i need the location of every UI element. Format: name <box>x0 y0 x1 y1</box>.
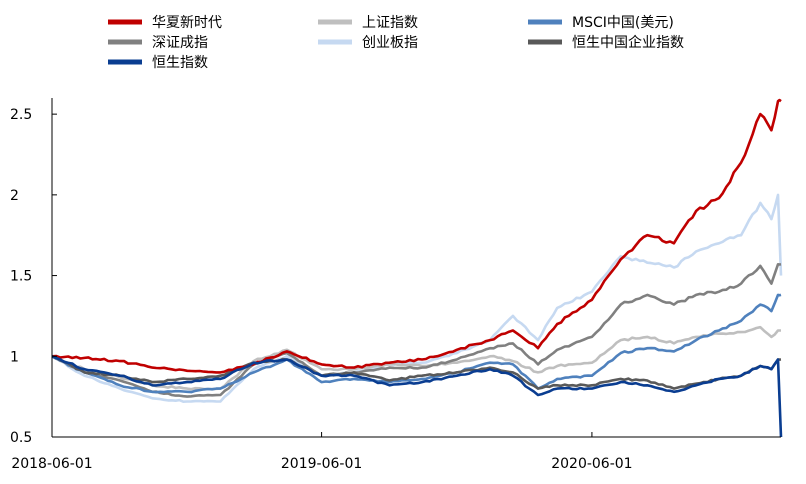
y-tick-label: 0.5 <box>10 430 32 446</box>
series-line-4 <box>51 193 783 403</box>
axes: 0.5 1 1.5 2 2.5 2018-06-01 2019-06-01 2020-06-0… <box>10 98 781 472</box>
legend-label-0: 华夏新时代 <box>152 15 222 31</box>
legend-label-1: 上证指数 <box>362 15 418 31</box>
x-tick-label: 2019-06-01 <box>281 456 362 472</box>
series-line-3 <box>51 263 782 398</box>
series-line-5 <box>51 355 782 390</box>
x-tick-label: 2018-06-01 <box>11 456 92 472</box>
legend-label-3: 深证成指 <box>152 35 208 51</box>
legend-label-2: MSCI中国(美元) <box>572 15 674 31</box>
y-tick-label: 2.5 <box>10 107 32 123</box>
legend-label-6: 恒生指数 <box>152 55 208 71</box>
legend-label-4: 创业板指 <box>362 35 418 51</box>
series-line-2 <box>51 293 782 394</box>
series-line-0 <box>51 98 782 374</box>
series-line-6 <box>51 355 783 438</box>
legend-label-5: 恒生中国企业指数 <box>572 34 684 51</box>
y-tick-label: 1.5 <box>10 269 32 285</box>
y-tick-label: 1 <box>10 349 19 365</box>
y-tick-label: 2 <box>10 188 19 204</box>
series-line-1 <box>51 325 781 391</box>
x-tick-label: 2020-06-01 <box>551 456 632 472</box>
plot-area <box>51 98 783 438</box>
